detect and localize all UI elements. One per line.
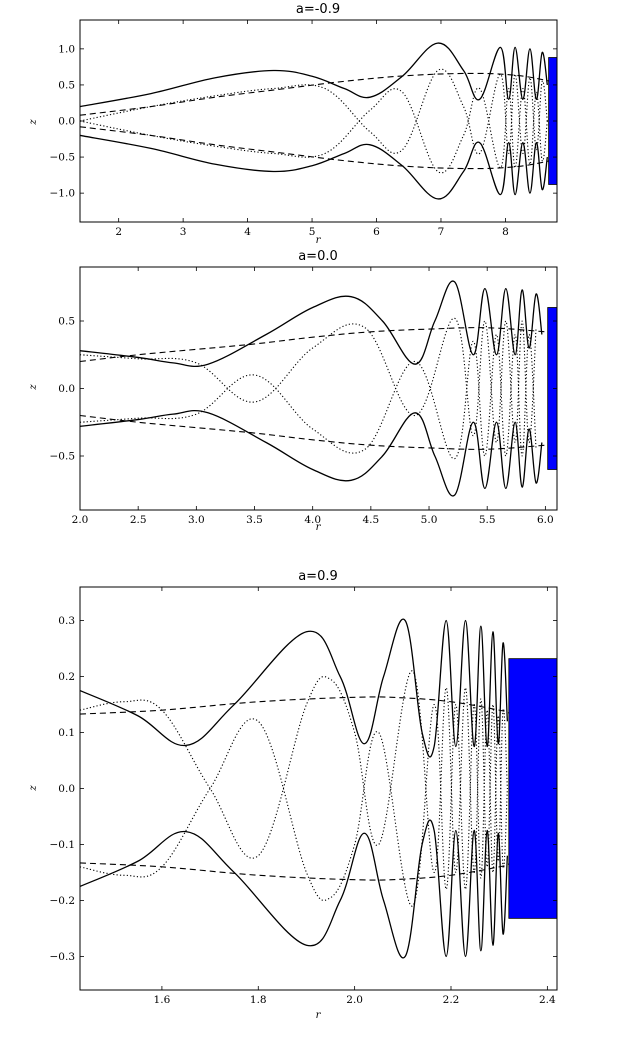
y-tick-label: 0.2 [58, 671, 75, 683]
y-tick-label: 0.1 [58, 727, 75, 739]
x-tick-label: 4 [244, 226, 251, 238]
x-tick-label: 5 [309, 226, 316, 238]
subplot-title: a=0.0 [298, 249, 338, 264]
axes-frame [79, 266, 558, 511]
dotted-curve-upper [80, 68, 548, 155]
x-tick-label: 3.5 [246, 514, 263, 526]
dashed-curve-upper [80, 72, 551, 116]
y-tick-label: −0.3 [50, 951, 76, 963]
plot-area [80, 618, 557, 959]
y-tick-label: −0.2 [50, 895, 76, 907]
dashed-curve-lower [80, 126, 551, 170]
dotted-curve-upper [80, 317, 537, 444]
x-tick-label: 2.0 [346, 994, 363, 1006]
solid-curve-upper [80, 280, 543, 367]
y-tick-label: 0.5 [58, 79, 75, 91]
subplot-a-0.9: a=0.9 r z 1.6 1.8 2.0 2.2 2.4 −0.3 −0.2 −0.1 0.0… [28, 569, 558, 1021]
x-tick-label: 3.0 [188, 514, 205, 526]
x-tick-label: 7 [438, 226, 445, 238]
subplot-a-0.0: a=0.0 r z 2.0 2.5 3.0 3.5 4.0 4.5 5.0 5.5 6.0 −0.… [28, 249, 558, 533]
x-tick-label: 6 [373, 226, 380, 238]
x-tick-label: 4.0 [304, 514, 321, 526]
y-tick-label: 0.5 [58, 316, 75, 328]
y-tick-label: 0.0 [58, 383, 75, 395]
axes-frame [79, 586, 558, 991]
disk-rectangle [547, 307, 557, 470]
dashed-curve-upper [80, 327, 546, 363]
solid-curve-upper [80, 42, 548, 108]
subplot-title: a=-0.9 [296, 2, 340, 17]
solid-curve-upper [80, 618, 509, 758]
x-tick-label: 8 [502, 226, 509, 238]
solid-curve-lower [80, 134, 548, 200]
y-tick-label: −0.1 [50, 839, 76, 851]
y-tick-label: 0.3 [58, 615, 75, 627]
x-axis-label: r [316, 522, 322, 533]
x-tick-label: 6.0 [537, 514, 554, 526]
x-axis-label: r [316, 235, 322, 246]
plot-area [80, 280, 557, 497]
y-tick-label: 1.0 [58, 43, 75, 55]
y-tick-label: 0.0 [58, 116, 75, 128]
x-tick-label: 2.2 [443, 994, 460, 1006]
y-tick-label: 0.0 [58, 783, 75, 795]
y-axis-label: z [28, 785, 39, 792]
subplot-a-minus-0.9: a=-0.9 r z 2 3 4 5 6 7 8 −1.0 −0.5 0.0 0.5 1.0 [28, 2, 558, 246]
x-tick-label: 1.6 [154, 994, 171, 1006]
x-tick-label: 2.5 [130, 514, 147, 526]
axes-frame [79, 19, 558, 223]
plot-area [80, 42, 557, 200]
dotted-curve-lower [80, 87, 548, 174]
dashed-curve-lower [80, 414, 546, 450]
x-tick-label: 2 [115, 226, 122, 238]
x-tick-label: 2.0 [72, 514, 89, 526]
y-tick-label: −1.0 [50, 188, 76, 200]
x-tick-label: 4.5 [363, 514, 380, 526]
solid-curve-lower [80, 410, 543, 497]
x-tick-label: 1.8 [250, 994, 267, 1006]
y-axis-label: z [28, 384, 39, 391]
disk-rectangle [508, 658, 557, 919]
x-axis-label: r [316, 1010, 322, 1021]
y-tick-label: −0.5 [50, 451, 76, 463]
dotted-curve-lower [80, 333, 537, 460]
disk-rectangle [548, 57, 557, 185]
solid-curve-lower [80, 819, 509, 959]
subplot-title: a=0.9 [298, 569, 338, 584]
x-tick-label: 2.4 [539, 994, 556, 1006]
x-tick-label: 5.0 [421, 514, 438, 526]
x-tick-label: 3 [180, 226, 187, 238]
y-tick-label: −0.5 [50, 152, 76, 164]
x-tick-label: 5.5 [479, 514, 496, 526]
y-axis-label: z [28, 119, 39, 126]
